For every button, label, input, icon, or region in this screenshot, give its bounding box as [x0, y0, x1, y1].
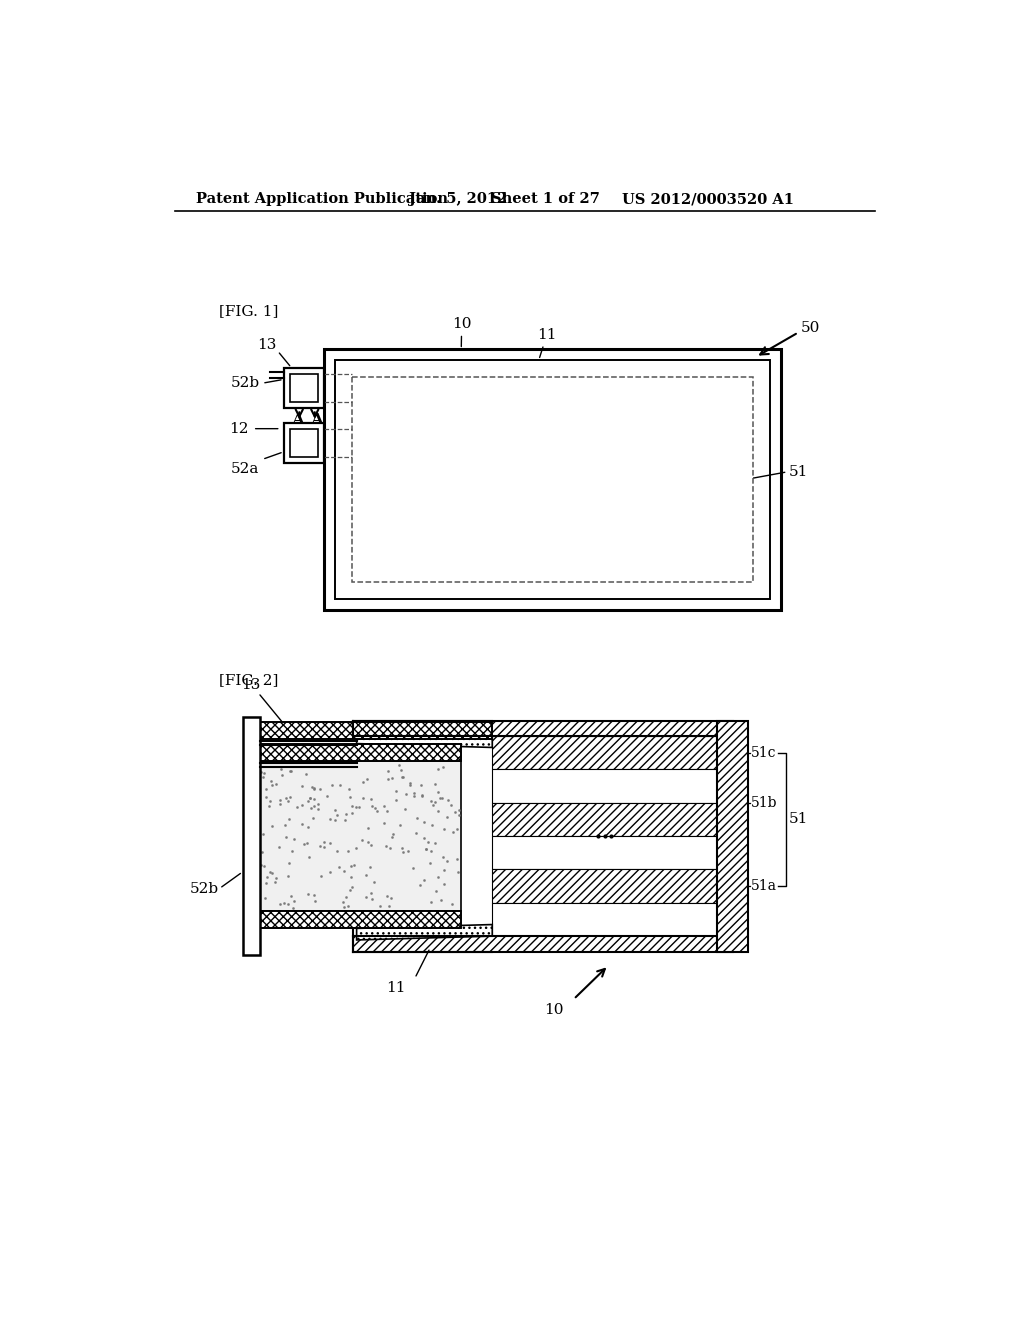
Bar — [257, 760, 461, 911]
Bar — [493, 803, 717, 836]
Bar — [257, 911, 461, 928]
Bar — [257, 722, 493, 739]
Bar — [257, 743, 461, 760]
Text: 10: 10 — [545, 1003, 564, 1016]
Bar — [284, 368, 324, 408]
Text: 52b: 52b — [190, 882, 219, 895]
Text: A: A — [291, 412, 304, 429]
Text: 51b: 51b — [751, 796, 777, 809]
Bar — [352, 721, 732, 737]
Text: A: A — [310, 412, 323, 429]
Text: 13: 13 — [241, 678, 260, 692]
Polygon shape — [356, 737, 493, 747]
Text: 52a: 52a — [231, 462, 259, 477]
Bar — [493, 770, 717, 803]
Text: 51c: 51c — [751, 746, 776, 759]
Bar — [284, 424, 324, 463]
Bar — [352, 378, 754, 582]
Bar — [493, 870, 717, 903]
Bar — [335, 360, 770, 599]
Text: 51a: 51a — [751, 879, 777, 894]
Bar — [717, 721, 748, 952]
Text: 12: 12 — [287, 793, 307, 808]
Bar — [493, 903, 717, 936]
Bar — [352, 936, 732, 952]
Text: 12: 12 — [229, 421, 249, 436]
Text: US 2012/0003520 A1: US 2012/0003520 A1 — [623, 193, 795, 206]
Bar — [290, 429, 317, 457]
Text: Patent Application Publication: Patent Application Publication — [197, 193, 449, 206]
Text: Jan. 5, 2012: Jan. 5, 2012 — [409, 193, 507, 206]
Bar — [243, 717, 260, 956]
Bar — [493, 737, 717, 770]
Text: 50: 50 — [801, 321, 820, 335]
Polygon shape — [356, 924, 493, 940]
Text: Sheet 1 of 27: Sheet 1 of 27 — [490, 193, 600, 206]
Text: 11: 11 — [386, 982, 406, 995]
Text: 13: 13 — [257, 338, 276, 351]
Text: 51: 51 — [790, 465, 809, 479]
Bar — [493, 836, 717, 870]
Text: 52b: 52b — [231, 376, 260, 391]
Text: 11: 11 — [538, 327, 557, 358]
Bar — [290, 374, 317, 401]
Text: 10: 10 — [452, 317, 471, 347]
Bar — [324, 350, 781, 610]
Text: [FIG. 2]: [FIG. 2] — [219, 673, 279, 688]
Text: 51: 51 — [788, 812, 808, 826]
Text: [FIG. 1]: [FIG. 1] — [219, 304, 279, 318]
